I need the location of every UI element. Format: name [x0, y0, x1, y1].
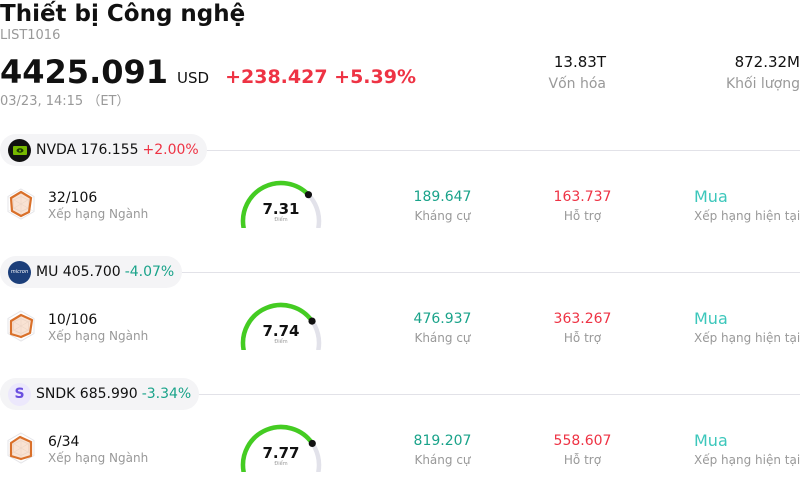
- micron-logo-icon: micron: [8, 260, 31, 284]
- resistance: 476.937 Kháng cự: [400, 311, 485, 345]
- volume-label: Khối lượng: [725, 76, 800, 92]
- index-price: 4425.091: [0, 53, 169, 91]
- industry-rank-value: 6/34: [48, 434, 80, 450]
- support-value: 163.737: [553, 189, 612, 205]
- support-value: 363.267: [553, 311, 612, 327]
- rating-value: Mua: [694, 187, 728, 206]
- price-row: 4425.091 USD +238.427 +5.39%: [0, 53, 416, 91]
- currency: USD: [177, 69, 210, 87]
- volume-stat: 872.32M Khối lượng: [726, 53, 800, 92]
- support-label: Hỗ trợ: [563, 209, 602, 223]
- stock-chip[interactable]: NVDA 176.155 +2.00%: [0, 134, 207, 166]
- stock-change: -3.34%: [141, 386, 192, 402]
- current-rating: Mua Xếp hạng hiện tại: [694, 309, 800, 345]
- divider: [0, 150, 800, 151]
- support-label: Hỗ trợ: [563, 453, 602, 467]
- rating-label: Xếp hạng hiện tại: [694, 453, 800, 467]
- market-cap-label: Vốn hóa: [548, 76, 606, 92]
- industry-rank: 32/106 Xếp hạng Ngành: [48, 190, 148, 221]
- support: 558.607 Hỗ trợ: [540, 433, 625, 467]
- rating-label: Xếp hạng hiện tại: [694, 209, 800, 223]
- stock-ticker: MU: [36, 264, 59, 280]
- score-label: Điểm: [274, 461, 288, 467]
- resistance-label: Kháng cự: [414, 209, 471, 223]
- stock-change: +2.00%: [142, 142, 199, 158]
- current-rating: Mua Xếp hạng hiện tại: [694, 187, 800, 223]
- score-value: 7.77: [262, 444, 300, 462]
- radar-chart-icon: [7, 310, 35, 342]
- resistance-value: 189.647: [413, 189, 472, 205]
- stock-section-nvda: NVDA 176.155 +2.00% 32/106 Xếp hạng Ngàn…: [0, 134, 800, 256]
- index-change: +238.427 +5.39%: [225, 66, 416, 88]
- timestamp: 03/23, 14:15 （ET）: [0, 94, 130, 109]
- stock-price: 685.990: [79, 386, 138, 402]
- industry-rank-label: Xếp hạng Ngành: [48, 207, 149, 221]
- volume-value: 872.32M: [734, 53, 800, 71]
- radar-chart-icon: [7, 188, 35, 220]
- industry-rank-label: Xếp hạng Ngành: [48, 451, 149, 465]
- index-code: LIST1016: [0, 28, 61, 43]
- stock-change: -4.07%: [124, 264, 175, 280]
- stock-price: 176.155: [80, 142, 139, 158]
- rating-value: Mua: [694, 431, 728, 450]
- stock-section-mu: micron MU 405.700 -4.07% 10/106 Xếp hạng…: [0, 256, 800, 378]
- score-gauge: 7.31 Điểm: [236, 178, 326, 230]
- stock-price: 405.700: [62, 264, 121, 280]
- market-cap-stat: 13.83T Vốn hóa: [549, 53, 606, 92]
- industry-rank: 10/106 Xếp hạng Ngành: [48, 312, 148, 343]
- industry-rank-value: 10/106: [48, 312, 98, 328]
- support: 163.737 Hỗ trợ: [540, 189, 625, 223]
- resistance-label: Kháng cự: [414, 331, 471, 345]
- resistance-label: Kháng cự: [414, 453, 471, 467]
- gauge-arc: [240, 424, 322, 474]
- score-label: Điểm: [274, 339, 288, 345]
- gauge-arc: [240, 302, 322, 352]
- industry-rank-label: Xếp hạng Ngành: [48, 329, 149, 343]
- score-value: 7.31: [262, 200, 300, 218]
- rating-value: Mua: [694, 309, 728, 328]
- support-value: 558.607: [553, 433, 612, 449]
- divider: [0, 394, 800, 395]
- gauge-arc: [240, 180, 322, 230]
- stock-ticker: SNDK: [36, 386, 76, 402]
- current-rating: Mua Xếp hạng hiện tại: [694, 431, 800, 467]
- resistance: 819.207 Kháng cự: [400, 433, 485, 467]
- divider: [0, 272, 800, 273]
- score-label: Điểm: [274, 217, 288, 223]
- resistance: 189.647 Kháng cự: [400, 189, 485, 223]
- sandisk-logo-icon: S: [8, 382, 31, 406]
- score-gauge: 7.77 Điểm: [236, 422, 326, 474]
- market-cap-value: 13.83T: [553, 53, 606, 71]
- support: 363.267 Hỗ trợ: [540, 311, 625, 345]
- industry-rank-value: 32/106: [48, 190, 98, 206]
- score-value: 7.74: [262, 322, 300, 340]
- radar-chart-icon: [7, 432, 35, 464]
- support-label: Hỗ trợ: [563, 331, 602, 345]
- industry-rank: 6/34 Xếp hạng Ngành: [48, 434, 148, 465]
- rating-label: Xếp hạng hiện tại: [694, 331, 800, 345]
- nvidia-logo-icon: [8, 138, 31, 162]
- score-gauge: 7.74 Điểm: [236, 300, 326, 352]
- page-title: Thiết bị Công nghệ: [0, 1, 246, 27]
- stock-chip[interactable]: S SNDK 685.990 -3.34%: [0, 378, 200, 410]
- stock-ticker: NVDA: [36, 142, 77, 158]
- resistance-value: 819.207: [413, 433, 472, 449]
- stock-chip[interactable]: micron MU 405.700 -4.07%: [0, 256, 183, 288]
- stock-section-sndk: S SNDK 685.990 -3.34% 6/34 Xếp hạng Ngàn…: [0, 378, 800, 500]
- resistance-value: 476.937: [413, 311, 472, 327]
